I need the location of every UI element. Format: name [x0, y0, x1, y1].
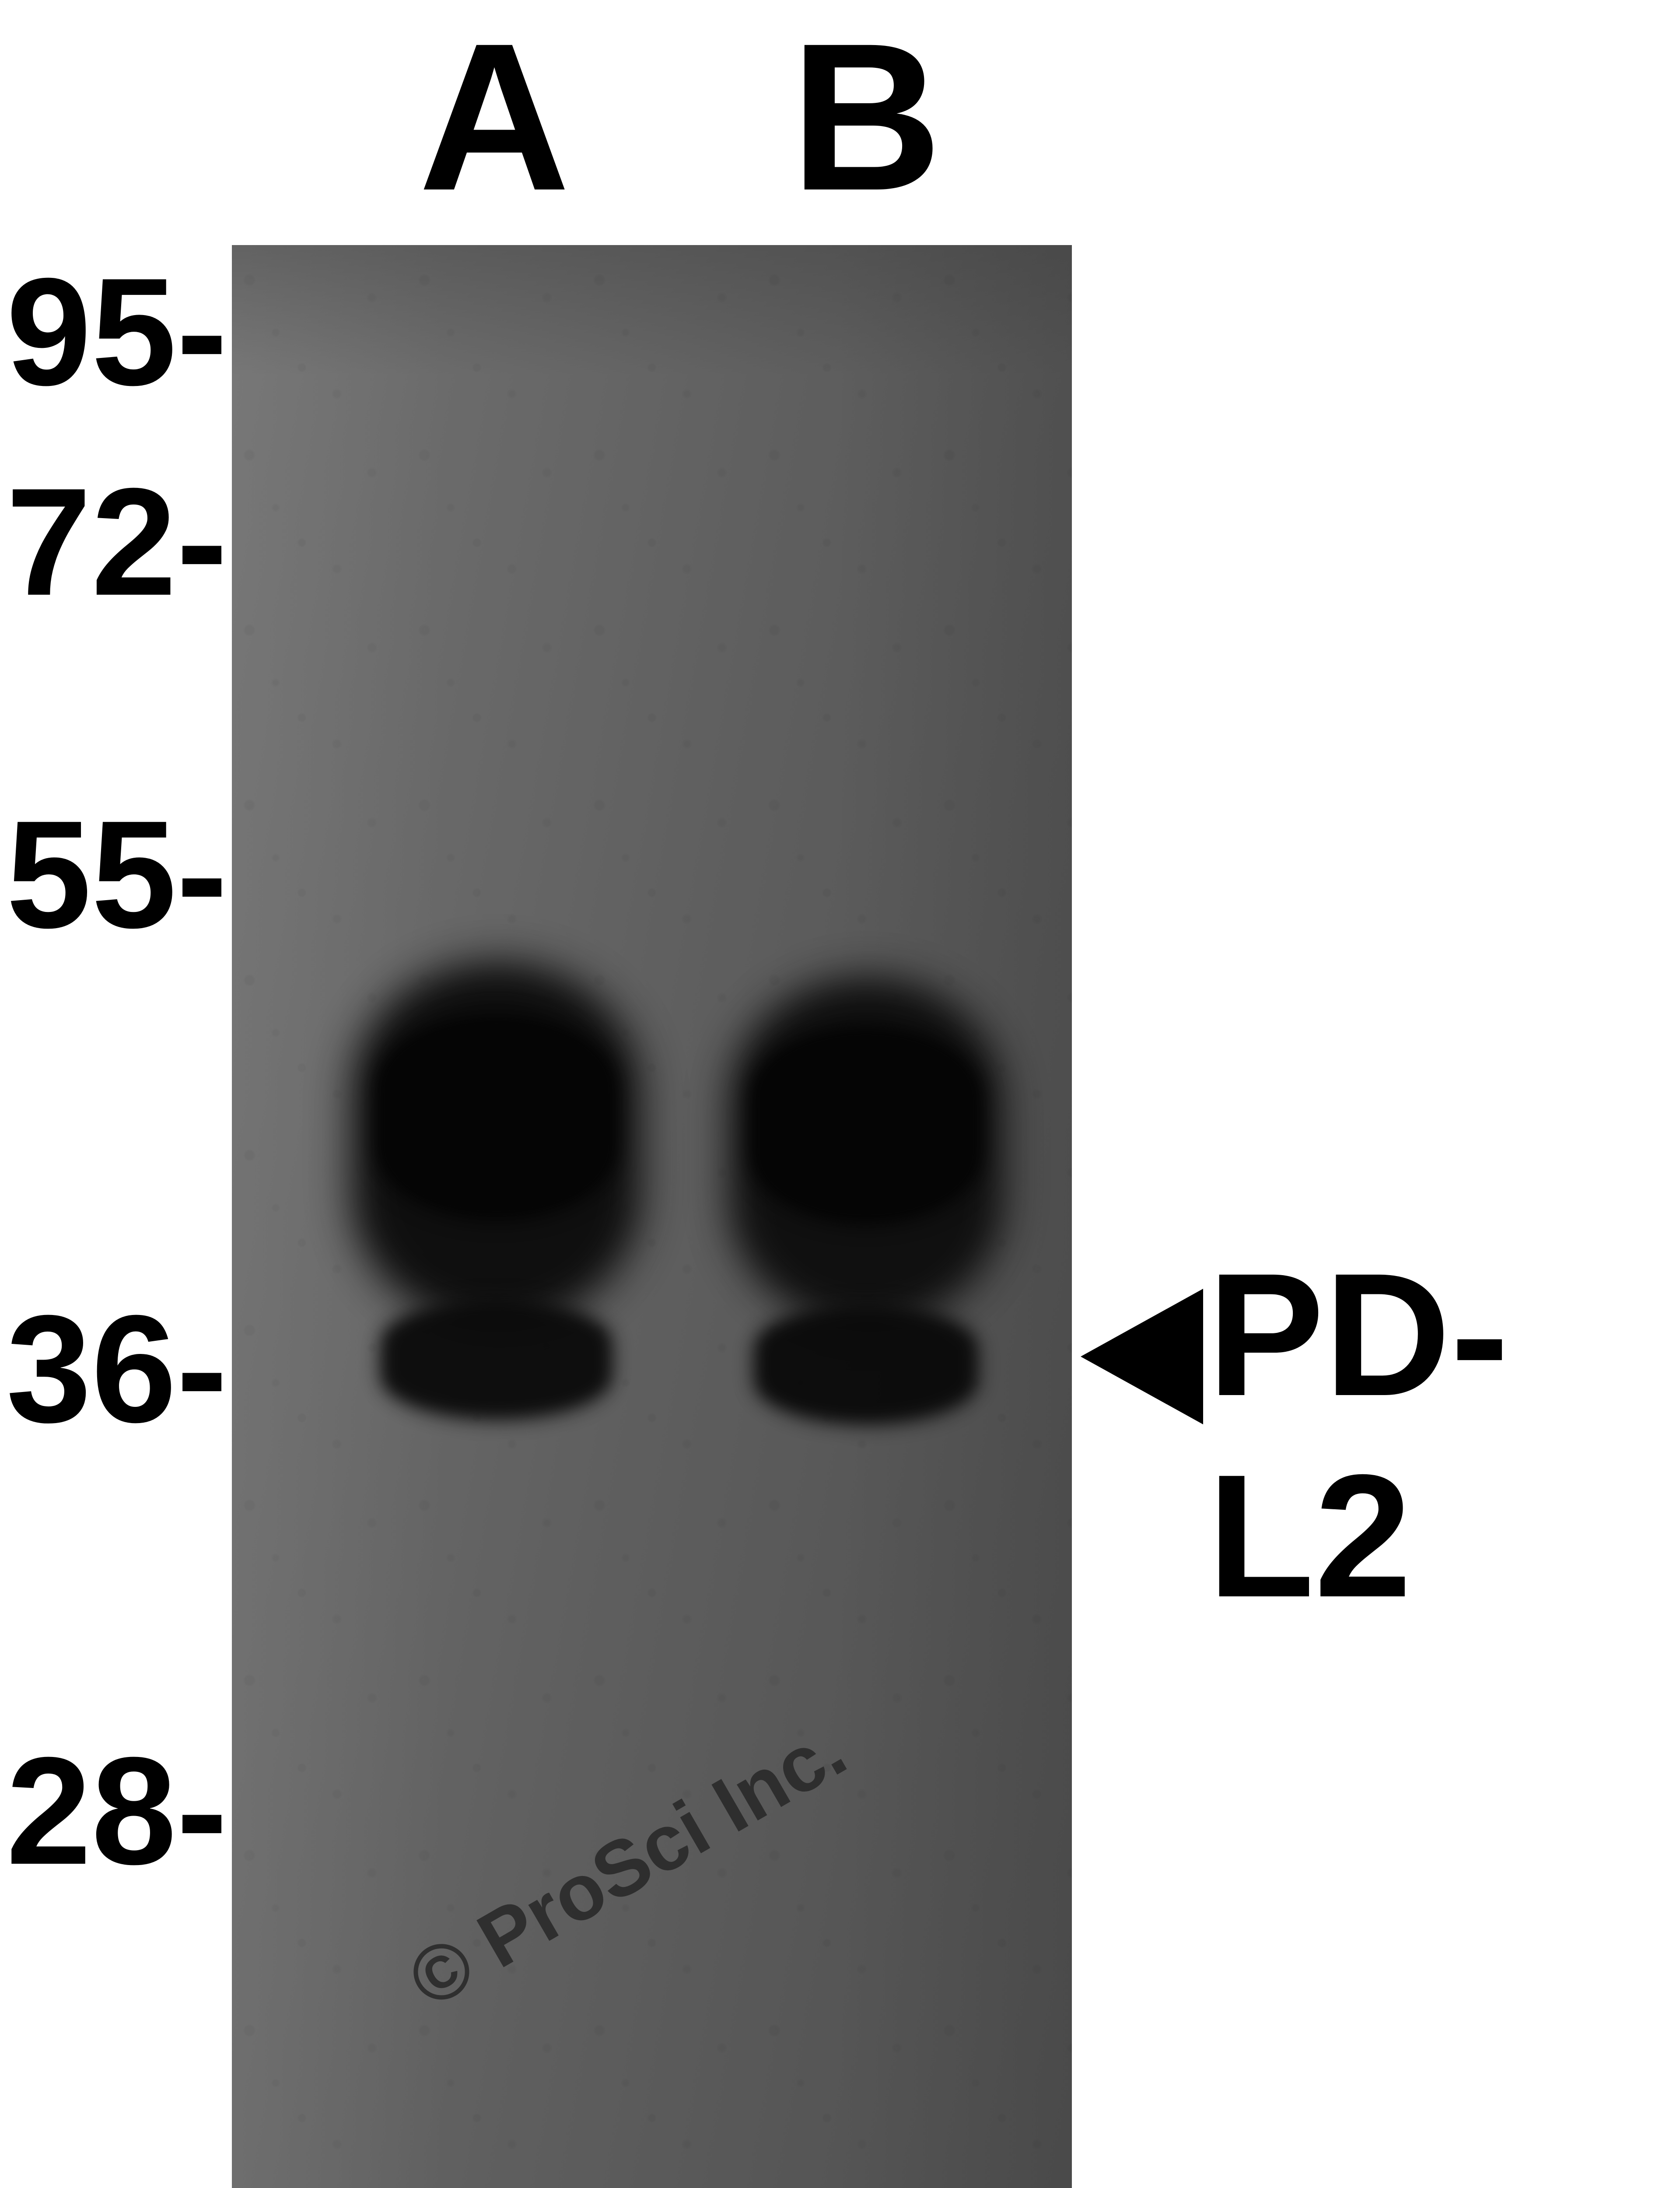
- blot-top-shadow: [232, 245, 1072, 375]
- protein-label: PD-L2: [1208, 1234, 1680, 1637]
- mw-label-28: 28-: [0, 1723, 228, 1899]
- mw-label-36: 36-: [0, 1281, 228, 1457]
- band-B-lower: [759, 1310, 973, 1420]
- band-A-lower: [385, 1305, 607, 1414]
- blot-membrane: © ProSci Inc.: [232, 245, 1072, 2188]
- pointer-arrow-icon: [1081, 1289, 1203, 1424]
- lane-label-A: A: [400, 0, 589, 238]
- lane-label-B: B: [772, 0, 961, 238]
- band-A-upper-core: [381, 1020, 612, 1215]
- band-B-upper-core: [755, 1031, 977, 1219]
- mw-label-72: 72-: [0, 454, 228, 630]
- mw-label-95: 95-: [0, 244, 228, 420]
- mw-label-55: 55-: [0, 787, 228, 963]
- figure-canvas: © ProSci Inc.AB95-72-55-36-28-17-PD-L2: [0, 0, 1680, 2188]
